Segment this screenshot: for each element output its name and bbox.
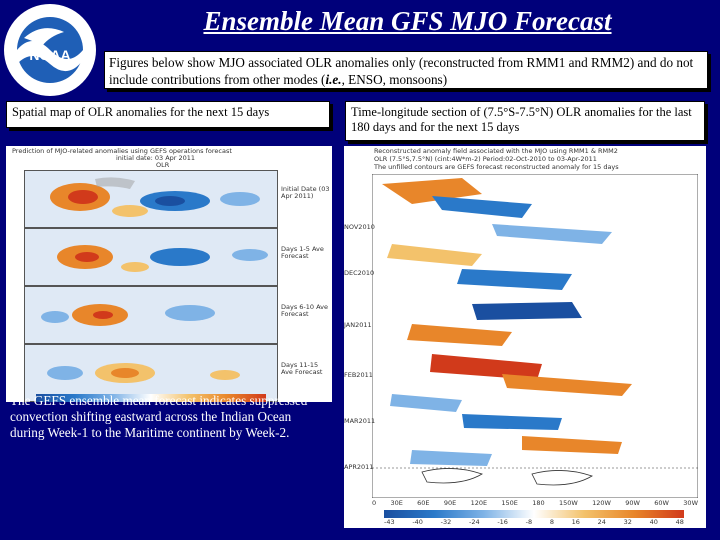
hov-title-1: Reconstructed anomaly field associated w… [374, 147, 618, 155]
lon-tick: 180 [532, 499, 545, 507]
colorbar-label: -43 [384, 518, 395, 526]
date-label-nov2010: NOV2010 [344, 223, 375, 231]
map-colorbar [36, 394, 266, 402]
forecast-description: The GEFS ensemble mean forecast indicate… [10, 393, 308, 440]
lon-tick: 30E [390, 499, 403, 507]
hov-title-2: OLR (7.5°S,7.5°N) (cint:4W*m-2) Period:0… [374, 155, 597, 163]
lon-tick: 120E [470, 499, 488, 507]
noaa-logo: NOAA [4, 4, 96, 96]
map-row-initial [24, 170, 278, 228]
lon-tick: 30W [683, 499, 698, 507]
row-label-days-1-5: Days 1-5 Ave Forecast [281, 245, 324, 260]
lon-tick: 0 [372, 499, 377, 507]
colorbar-label: 16 [571, 518, 580, 526]
date-label-apr2011: APR2011 [344, 463, 374, 471]
map-row-days-6-10 [24, 286, 278, 344]
hov-colorbar-labels: -43 -40 -32 -24 -16 -8 8 16 24 32 40 48 [384, 519, 684, 526]
lon-tick: 120W [592, 499, 611, 507]
colorbar-label: 40 [649, 518, 658, 526]
logo-word: NOAA [29, 47, 70, 63]
colorbar-label: 24 [597, 518, 606, 526]
row-label-days-6-10: Days 6-10 Ave Forecast [281, 303, 329, 318]
hov-title-3: The unfilled contours are GEFS forecast … [374, 163, 619, 171]
colorbar-label: 48 [675, 518, 684, 526]
lon-tick: 60E [417, 499, 430, 507]
lon-tick: 90E [443, 499, 457, 507]
row-label-days-11-15: Days 11-15 Ave Forecast [281, 361, 323, 376]
notice-emphasis: i.e. [325, 72, 342, 87]
date-label-feb2011: FEB2011 [344, 371, 373, 379]
notice-box: Figures below show MJO associated OLR an… [104, 51, 708, 89]
colorbar-label: -8 [525, 518, 533, 526]
hov-colorbar [384, 510, 684, 518]
colorbar-label: -40 [412, 518, 423, 526]
lon-tick: 60W [654, 499, 669, 507]
notice-text-1: Figures below show MJO associated OLR an… [109, 55, 694, 87]
map-figure-title: Prediction of MJO-related anomalies usin… [12, 147, 232, 155]
colorbar-label: 8 [549, 518, 554, 526]
date-label-jan2011: JAN2011 [344, 321, 372, 329]
lon-tick: 150E [501, 499, 518, 507]
colorbar-label: -32 [440, 518, 452, 526]
page-title: Ensemble Mean GFS MJO Forecast [203, 6, 612, 36]
hov-lon-axis: 0 30E 60E 90E 120E 150E 180 150W 120W 90… [372, 500, 698, 507]
map-row-days-1-5 [24, 228, 278, 286]
map-row-days-11-15 [24, 344, 278, 402]
row-label-initial: Initial Date (03 Apr 2011) [281, 185, 330, 200]
colorbar-label: 32 [623, 518, 632, 526]
date-label-mar2011: MAR2011 [344, 417, 376, 425]
hovmoller-plot [372, 174, 698, 498]
map-figure-var: OLR [156, 161, 170, 169]
lon-tick: 150W [558, 499, 578, 507]
right-panel-caption: Time-longitude section of (7.5°S-7.5°N) … [345, 101, 705, 141]
colorbar-label: -24 [468, 518, 480, 526]
left-panel-caption: Spatial map of OLR anomalies for the nex… [6, 101, 330, 128]
spatial-map-figure: Prediction of MJO-related anomalies usin… [6, 146, 332, 402]
colorbar-label: -16 [497, 518, 508, 526]
map-figure-date: initial date: 03 Apr 2011 [116, 154, 196, 162]
lon-tick: 90W [625, 499, 640, 507]
time-longitude-figure: Reconstructed anomaly field associated w… [344, 146, 706, 528]
notice-text-2: , ENSO, monsoons) [341, 72, 448, 87]
date-label-dec2010: DEC2010 [344, 269, 375, 277]
